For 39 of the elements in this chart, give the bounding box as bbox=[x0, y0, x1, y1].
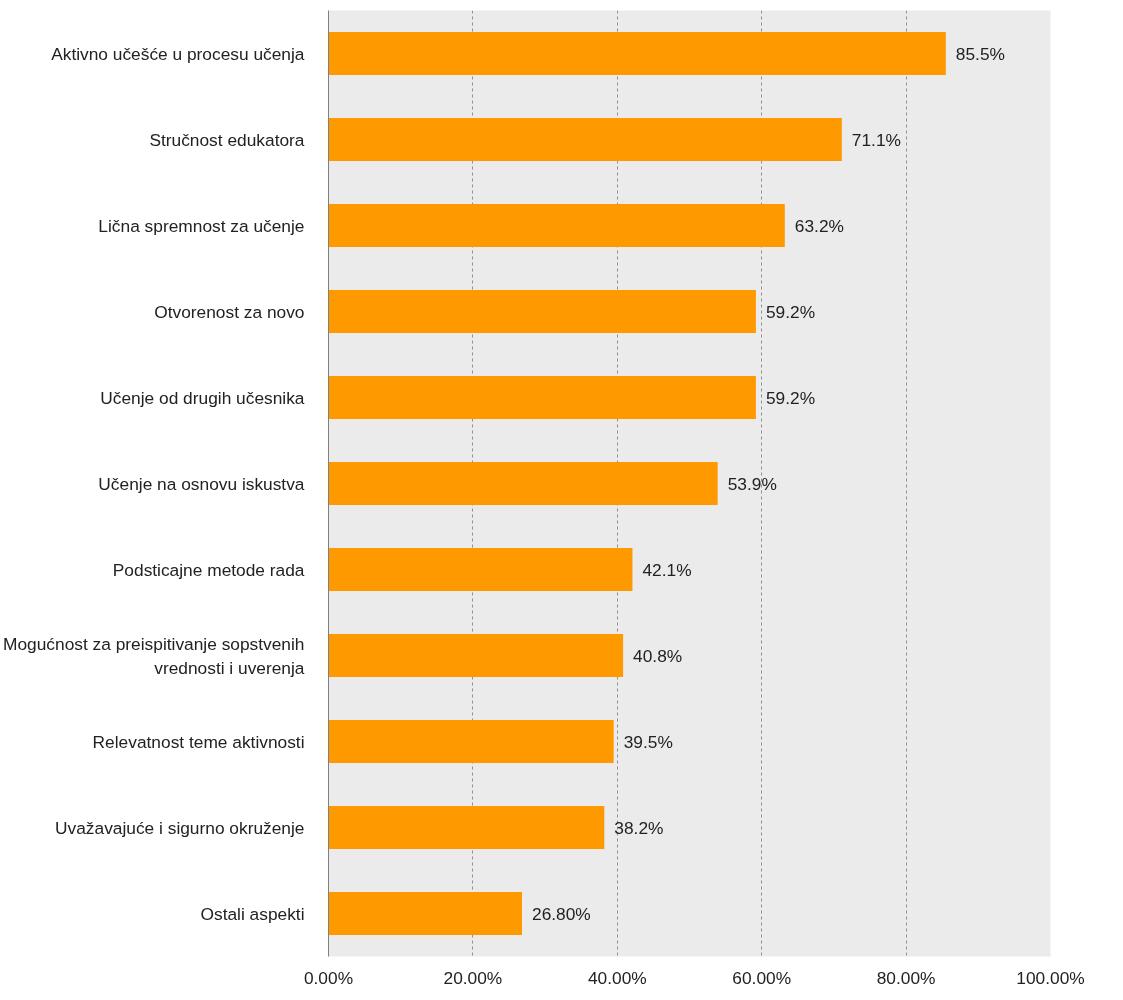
y-tick-label: Aktivno učešće u procesu učenja bbox=[51, 43, 305, 64]
data-label: 26.80% bbox=[532, 903, 591, 924]
bar bbox=[328, 720, 614, 763]
x-tick-label: 20.00% bbox=[443, 967, 503, 988]
y-tick-label: Uvažavajuće i sigurno okruženje bbox=[55, 817, 305, 838]
x-tick-label: 80.00% bbox=[876, 967, 936, 988]
y-tick-label: Učenje od drugih učesnika bbox=[100, 387, 305, 408]
bar bbox=[328, 462, 718, 505]
data-label: 85.5% bbox=[955, 43, 1005, 64]
bar bbox=[328, 376, 756, 419]
data-label: 53.9% bbox=[727, 473, 777, 494]
y-tick-label: Mogućnost za preispitivanje sopstvenih vrednosti i uverenja bbox=[3, 633, 305, 678]
bar bbox=[328, 548, 633, 591]
y-tick-label: Lična spremnost za učenje bbox=[98, 215, 305, 236]
data-label: 38.2% bbox=[614, 817, 664, 838]
data-label: 71.1% bbox=[851, 129, 901, 150]
data-label: 59.2% bbox=[765, 387, 816, 408]
x-tick-label: 100.00% bbox=[1016, 967, 1085, 988]
bar bbox=[328, 290, 756, 333]
bar bbox=[328, 204, 785, 247]
bar bbox=[328, 118, 842, 161]
bar bbox=[328, 634, 624, 677]
y-tick-label: Relevatnost teme aktivnosti bbox=[92, 731, 305, 752]
data-label: 39.5% bbox=[623, 731, 673, 752]
y-tick-label: Ostali aspekti bbox=[200, 903, 305, 924]
x-tick-label: 60.00% bbox=[732, 967, 792, 988]
x-tick-label: 40.00% bbox=[587, 967, 647, 988]
y-tick-label: Stručnost edukatora bbox=[149, 129, 305, 150]
data-label: 42.1% bbox=[642, 559, 692, 580]
data-label: 63.2% bbox=[794, 215, 844, 236]
bar bbox=[328, 806, 605, 849]
data-label: 40.8% bbox=[633, 645, 683, 666]
x-tick-label: 0.00% bbox=[303, 967, 354, 988]
data-label: 59.2% bbox=[765, 301, 816, 322]
bar bbox=[328, 32, 946, 75]
y-tick-label: Podsticajne metode rada bbox=[112, 559, 305, 580]
y-tick-label: Otvorenost za novo bbox=[154, 301, 305, 322]
y-tick-label: Učenje na osnovu iskustva bbox=[98, 473, 305, 494]
bar bbox=[328, 892, 522, 935]
